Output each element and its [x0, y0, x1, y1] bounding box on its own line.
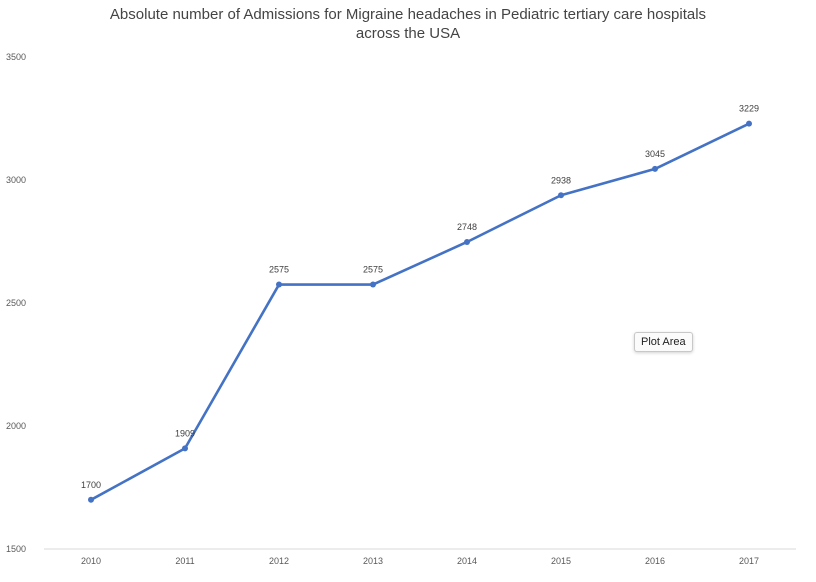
y-tick-label: 2500: [6, 298, 26, 308]
y-tick-label: 1500: [6, 544, 26, 554]
x-tick-label: 2016: [645, 556, 665, 566]
data-point[interactable]: [370, 281, 376, 288]
data-label: 3229: [739, 104, 759, 114]
chart-title-line-1: Absolute number of Admissions for Migrai…: [109, 6, 707, 23]
data-label: 1700: [81, 480, 101, 490]
y-tick-label: 3000: [6, 175, 26, 185]
data-point[interactable]: [182, 445, 188, 452]
y-tick-label: 2000: [6, 421, 26, 431]
data-label: 2938: [551, 175, 571, 185]
x-tick-label: 2010: [81, 556, 101, 566]
data-point[interactable]: [276, 281, 282, 288]
x-axis-tick-labels: 2010 2011 2012 2013 2014 2015 2016 2017: [81, 556, 759, 566]
data-label: 3045: [645, 149, 665, 159]
y-tick-label: 3500: [6, 52, 26, 62]
x-tick-label: 2014: [457, 556, 477, 566]
series-line[interactable]: [89, 122, 751, 502]
y-axis-tick-labels: 1500 2000 2500 3000 3500: [6, 52, 26, 554]
data-points-layer: [88, 120, 752, 503]
data-label: 2748: [457, 222, 477, 232]
x-tick-label: 2017: [739, 556, 759, 566]
x-tick-label: 2011: [175, 556, 194, 566]
data-point[interactable]: [88, 496, 94, 503]
series-line-layer: [89, 122, 751, 502]
data-label: 1909: [175, 428, 195, 438]
x-tick-label: 2013: [363, 556, 383, 566]
data-label: 2575: [363, 265, 383, 275]
data-point[interactable]: [652, 165, 658, 172]
plot-area-tooltip: Plot Area: [634, 332, 693, 352]
x-tick-label: 2015: [551, 556, 571, 566]
chart-title-line-2: across the USA: [355, 25, 461, 42]
x-tick-label: 2012: [269, 556, 289, 566]
data-labels-layer: 1700 1909 2575 2575 2748 2938 3045 3229: [81, 104, 759, 490]
data-point[interactable]: [746, 120, 752, 127]
data-point[interactable]: [464, 238, 470, 245]
data-label: 2575: [269, 265, 289, 275]
data-point[interactable]: [558, 192, 564, 199]
